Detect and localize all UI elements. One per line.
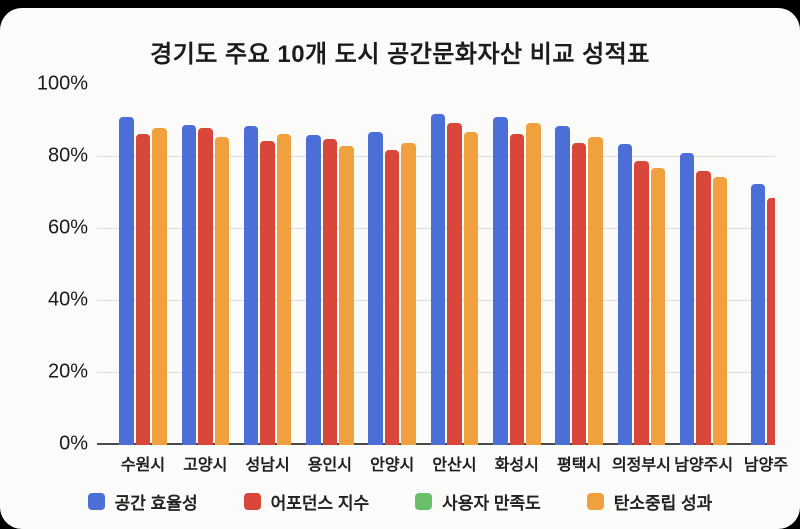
legend-label: 탄소중립 성과: [613, 493, 713, 513]
x-axis-label: 안양시: [370, 457, 415, 474]
bar: [571, 142, 587, 445]
x-axis-label: 의정부시: [611, 457, 671, 474]
y-axis-label: 20%: [47, 360, 88, 383]
bar: [679, 153, 695, 445]
legend-swatch-icon: [243, 492, 261, 510]
legend-item: 사용자 만족도: [415, 489, 541, 514]
bar: [306, 135, 321, 445]
x-axis-label: 평택시: [557, 457, 602, 474]
bar: [339, 146, 354, 445]
legend-swatch-icon: [586, 492, 604, 510]
legend-swatch-icon: [87, 492, 105, 510]
bar: [135, 133, 151, 445]
bar: [243, 126, 259, 445]
chart-title: 경기도 주요 10개 도시 공간문화자산 비교 성적표: [150, 41, 650, 68]
x-axis-label: 성남시: [245, 457, 290, 474]
bar: [588, 137, 603, 445]
bar: [509, 133, 525, 445]
bar: [617, 144, 633, 445]
y-axis-label: 80%: [47, 144, 88, 167]
bar: [260, 140, 275, 445]
y-axis-label: 0%: [59, 432, 88, 455]
x-axis-label: 안산시: [432, 457, 477, 474]
bar: [384, 149, 400, 445]
chart-legend: 공간 효율성 어포던스 지수 사용자 만족도 탄소중립 성과: [0, 486, 800, 516]
bar: [276, 133, 292, 445]
bar: [767, 198, 775, 445]
chart-card: 경기도 주요 10개 도시 공간문화자산 비교 성적표 0% 20% 40% 60% 8…: [0, 8, 800, 529]
bar: [214, 137, 230, 445]
bar: [152, 128, 167, 445]
legend-swatch-icon: [415, 492, 433, 510]
legend-label: 어포던스 지수: [270, 493, 370, 513]
x-axis-label: 용인시: [307, 457, 352, 474]
bar: [181, 124, 197, 445]
bar: [650, 167, 666, 445]
y-axis-label: 40%: [47, 288, 88, 311]
bar: [555, 126, 570, 445]
x-axis-label: 수원시: [120, 457, 166, 474]
y-axis-label: 60%: [47, 216, 88, 239]
x-axis-label: 남양주시: [674, 457, 734, 474]
bar: [322, 139, 338, 445]
bar: [198, 128, 213, 445]
legend-label: 공간 효율성: [114, 493, 198, 513]
bar: [368, 131, 383, 445]
bar: [712, 176, 728, 445]
x-axis-label: 고양시: [183, 457, 228, 474]
legend-item: 탄소중립 성과: [586, 489, 713, 514]
y-axis: 0% 20% 40% 60% 80% 100%: [0, 8, 88, 529]
x-axis: 수원시 고양시 성남시 용인시 안양시 안산시 화성시 평택시 의정부시 남양주시 남양주: [0, 8, 800, 529]
y-axis-label: 100%: [36, 72, 88, 95]
bar: [696, 171, 711, 445]
bar: [119, 117, 134, 445]
bar: [430, 113, 446, 445]
legend-item: 어포던스 지수: [243, 489, 370, 514]
bar: [447, 122, 462, 445]
plot-area: [97, 85, 775, 445]
bar: [463, 131, 479, 445]
x-axis-label: 남양주: [743, 457, 789, 474]
x-axis-label: 화성시: [494, 457, 539, 474]
bar: [401, 142, 416, 445]
bar: [493, 117, 508, 445]
bar: [634, 160, 649, 445]
legend-item: 공간 효율성: [87, 489, 198, 514]
legend-label: 사용자 만족도: [442, 493, 541, 513]
bar: [750, 184, 765, 445]
bar: [526, 122, 541, 445]
